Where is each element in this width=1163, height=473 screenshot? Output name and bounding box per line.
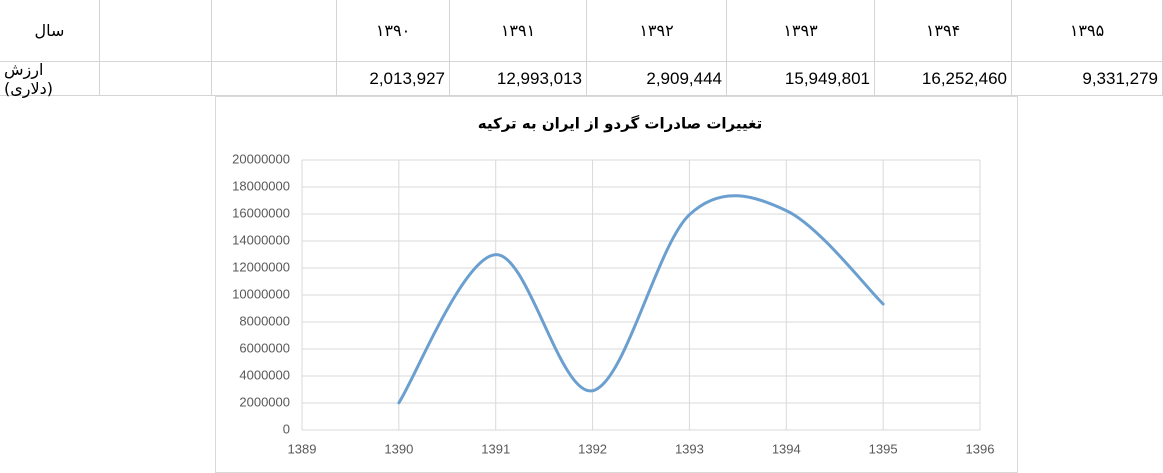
value-cell: 12,993,013: [450, 62, 587, 96]
y-tick-label: 8000000: [239, 313, 290, 328]
year-header: ۱۳۹۴: [875, 0, 1012, 62]
year-header: ۱۳۹۰: [337, 0, 450, 62]
y-tick-label: 6000000: [239, 340, 290, 355]
chart-border: [215, 96, 1018, 473]
x-tick-label: 1390: [384, 441, 413, 456]
y-tick-label: 10000000: [232, 286, 290, 301]
value-cell: 2,909,444: [587, 62, 727, 96]
line: [397, 194, 885, 405]
x-tick-label: 1396: [966, 441, 995, 456]
header-label: سال: [0, 0, 100, 62]
value-cell: 2,013,927: [337, 62, 450, 96]
y-tick-label: 0: [283, 421, 290, 436]
chart-title: تغییرات صادرات گردو از ایران به ترکیه: [478, 115, 762, 133]
y-tick-label: 2000000: [239, 394, 290, 409]
y-tick-label: 12000000: [232, 259, 290, 274]
empty-cell: [212, 0, 337, 62]
year-header: ۱۳۹۱: [450, 0, 587, 62]
x-tick-label: 1395: [869, 441, 898, 456]
year-header: ۱۳۹۲: [587, 0, 727, 62]
value-cell: 9,331,279: [1012, 62, 1163, 96]
empty-cell: [100, 0, 212, 62]
x-tick-label: 1392: [578, 441, 607, 456]
y-tick-label: 4000000: [239, 367, 290, 382]
y-tick-label: 16000000: [232, 205, 290, 220]
y-tick-label: 20000000: [232, 151, 290, 166]
value-cell: 16,252,460: [875, 62, 1012, 96]
x-tick-label: 1391: [481, 441, 510, 456]
y-tick-label: 18000000: [232, 178, 290, 193]
x-tick-label: 1394: [772, 441, 801, 456]
x-tick-label: 1389: [288, 441, 317, 456]
x-tick-label: 1393: [675, 441, 704, 456]
year-header: ۱۳۹۵: [1012, 0, 1163, 62]
empty-cell: [212, 62, 337, 96]
year-header: ۱۳۹۳: [727, 0, 875, 62]
row-label: ارزش (دلاری): [0, 60, 100, 98]
chart: تغییرات صادرات گردو از ایران به ترکیه 0 2…: [215, 96, 1018, 473]
value-cell: 15,949,801: [727, 62, 875, 96]
empty-cell: [100, 62, 212, 96]
y-tick-label: 14000000: [232, 232, 290, 247]
